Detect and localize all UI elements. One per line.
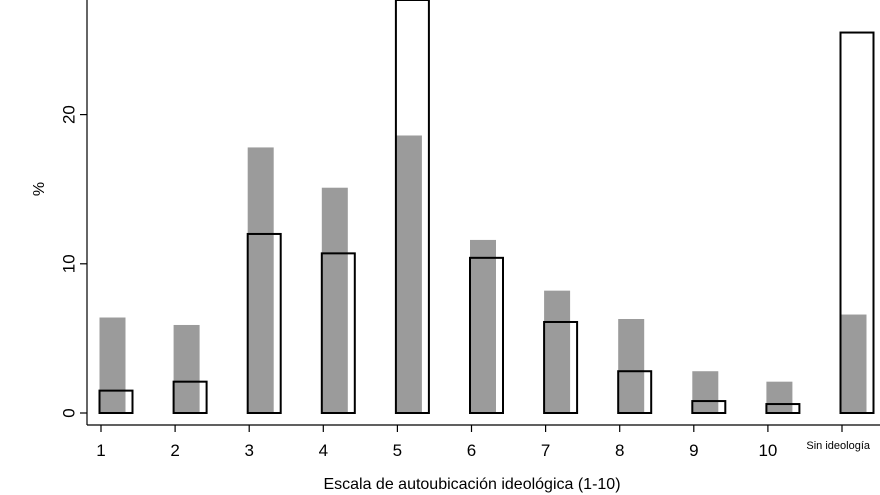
outline-bar-7 bbox=[543, 320, 579, 415]
gray-bar-8 bbox=[618, 319, 645, 413]
outline-bar-2 bbox=[172, 380, 208, 414]
x-tick-label-3: 3 bbox=[244, 441, 253, 460]
x-tick-label-10: 10 bbox=[758, 441, 777, 460]
gray-bar-3 bbox=[247, 147, 274, 413]
outline-bar-3 bbox=[246, 232, 282, 414]
gray-bar-6 bbox=[470, 239, 496, 413]
y-tick-label-10: 10 bbox=[59, 254, 78, 273]
outline-bar-sin-ideolog-a bbox=[839, 31, 875, 414]
gray-bar-5 bbox=[395, 135, 422, 413]
outline-bar-8 bbox=[617, 370, 653, 414]
x-tick-label-7: 7 bbox=[541, 441, 550, 460]
gray-series bbox=[99, 135, 867, 413]
x-tick-label-9: 9 bbox=[689, 441, 698, 460]
outline-bar-6 bbox=[469, 256, 504, 414]
x-axis-title: Escala de autoubicación ideológica (1-10… bbox=[323, 476, 620, 493]
x-ticks: 1 2 3 4 5 6 7 8 9 10 Sin ideología bbox=[96, 425, 871, 460]
gray-bar-2 bbox=[173, 324, 200, 413]
outline-bar-9 bbox=[691, 400, 727, 414]
outline-bar-4 bbox=[320, 252, 356, 414]
x-tick-label-sin-ideolog-a: Sin ideología bbox=[806, 440, 870, 452]
x-tick-label-2: 2 bbox=[170, 441, 179, 460]
x-tick-label-4: 4 bbox=[319, 441, 328, 460]
gray-bar-10 bbox=[766, 381, 793, 413]
x-tick-label-1: 1 bbox=[96, 441, 105, 460]
x-tick-label-8: 8 bbox=[615, 441, 624, 460]
outline-series bbox=[98, 0, 875, 415]
outline-bar-1 bbox=[98, 389, 134, 414]
y-tick-label-0: 0 bbox=[59, 408, 78, 417]
gray-bar-4 bbox=[321, 187, 348, 413]
y-tick-label-20: 20 bbox=[59, 105, 78, 124]
gray-bar-1 bbox=[99, 317, 126, 413]
outline-bar-10 bbox=[765, 403, 801, 415]
gray-bar-9 bbox=[692, 371, 719, 413]
outline-bar-5 bbox=[394, 0, 430, 414]
x-tick-label-6: 6 bbox=[467, 441, 476, 460]
gray-bar-sin-ideolog-a bbox=[840, 314, 867, 413]
gray-bar-7 bbox=[544, 290, 571, 413]
x-tick-label-5: 5 bbox=[393, 441, 402, 460]
y-ticks: 0 10 20 bbox=[59, 105, 87, 418]
y-axis-title: % bbox=[31, 182, 48, 196]
